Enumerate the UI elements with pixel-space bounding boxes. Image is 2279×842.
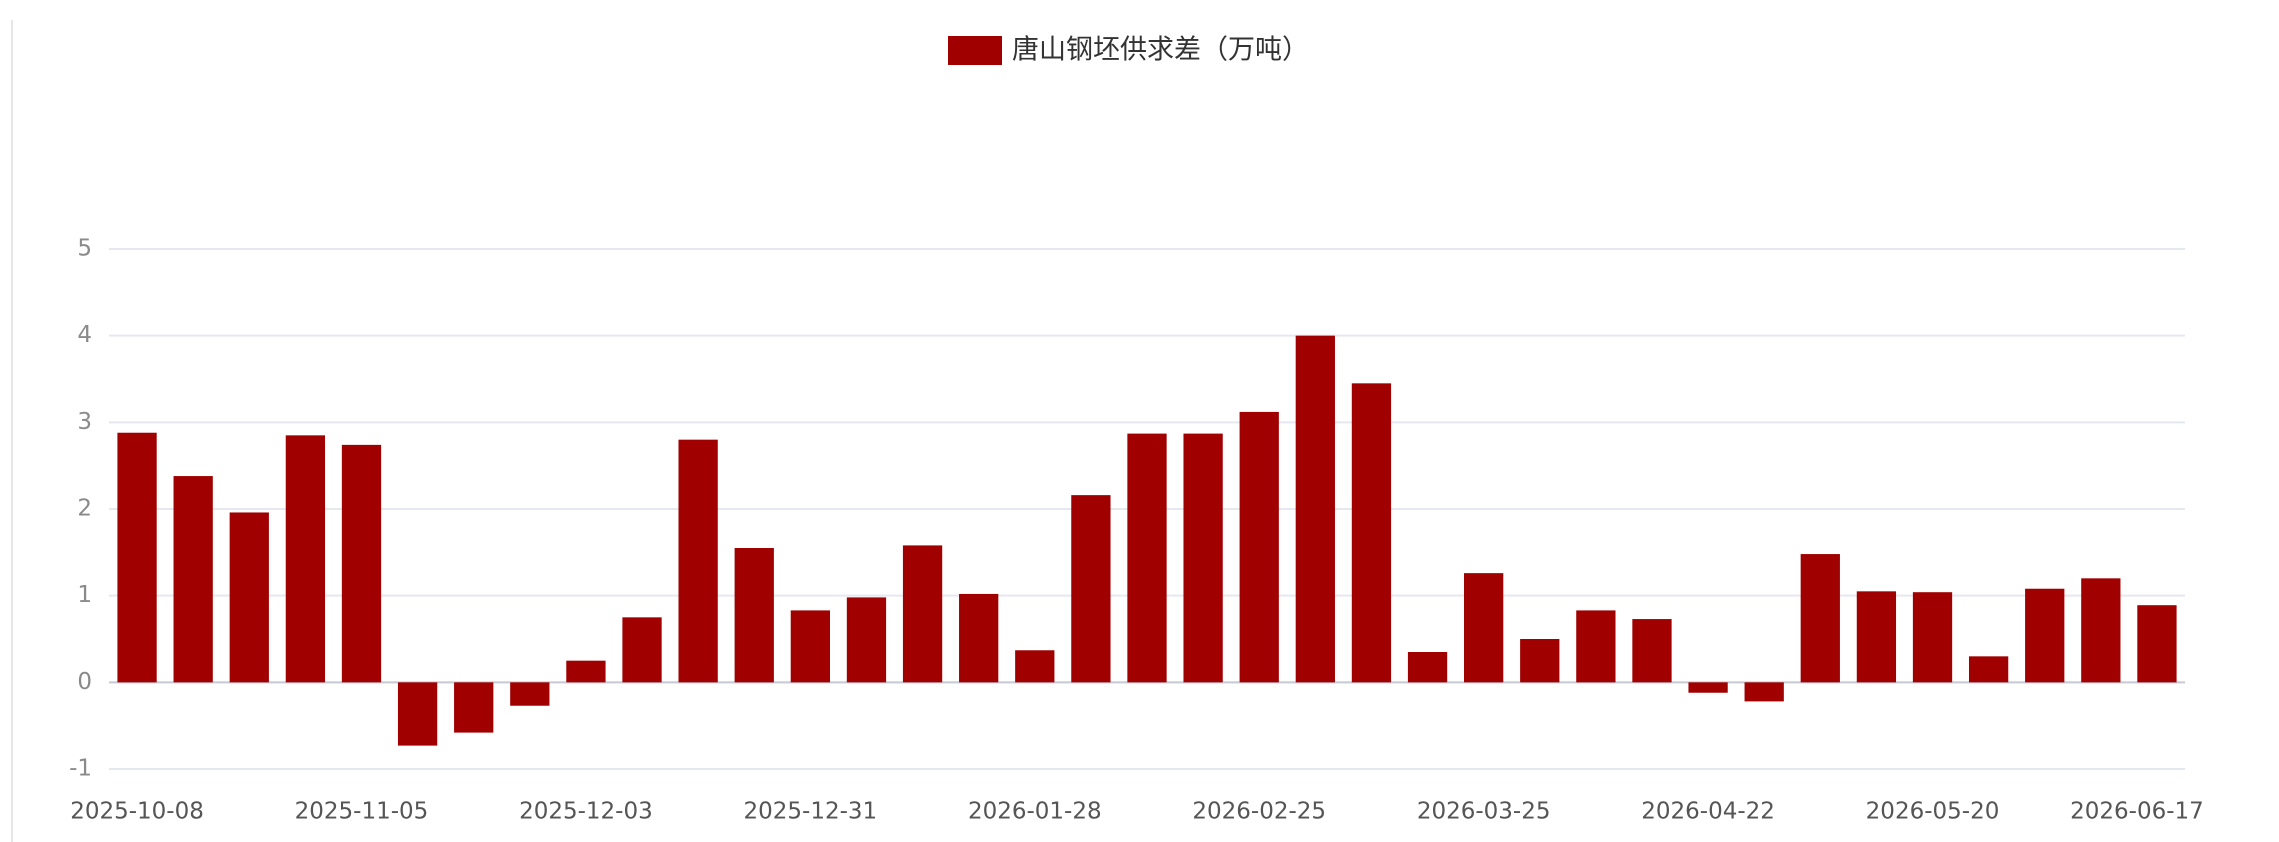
bar <box>229 512 269 683</box>
bar <box>1071 495 1111 683</box>
bar <box>1520 639 1560 683</box>
y-tick-label: 3 <box>77 409 92 435</box>
x-tick-label: 2026-05-20 <box>1866 799 2000 825</box>
bar <box>2137 605 2177 683</box>
bar <box>1464 573 1504 683</box>
bar <box>1856 591 1897 683</box>
legend-swatch <box>948 36 1002 65</box>
bar <box>1407 652 1448 683</box>
bar <box>1576 610 1616 683</box>
bar <box>510 682 550 706</box>
bar <box>173 476 213 683</box>
x-tick-label: 2025-10-08 <box>70 799 204 825</box>
bar <box>959 593 999 683</box>
bar <box>1968 656 2009 683</box>
bar <box>454 682 494 733</box>
bar <box>678 439 718 683</box>
y-tick-label: -1 <box>69 756 92 782</box>
bar <box>1744 682 1784 702</box>
bar <box>285 435 326 683</box>
bar <box>622 617 662 683</box>
y-tick-label: 4 <box>77 322 92 348</box>
bar <box>341 444 382 683</box>
bar <box>1632 619 1672 683</box>
bar <box>566 660 606 683</box>
bar <box>902 545 943 683</box>
bar <box>1239 411 1279 683</box>
x-tick-label: 2026-01-28 <box>968 799 1102 825</box>
bar <box>790 610 830 683</box>
bar <box>1015 650 1055 683</box>
bar <box>846 597 887 683</box>
bar <box>2081 578 2121 683</box>
x-tick-label: 2026-02-25 <box>1192 799 1326 825</box>
x-tick-label: 2025-12-31 <box>744 799 878 825</box>
bar <box>1183 433 1223 683</box>
bar <box>1127 433 1167 683</box>
x-tick-label: 2025-12-03 <box>519 799 653 825</box>
bar <box>1688 682 1728 693</box>
bar <box>1800 554 1840 683</box>
y-tick-label: 5 <box>77 236 92 262</box>
y-tick-label: 2 <box>77 496 92 522</box>
bar <box>2025 588 2065 683</box>
y-tick-label: 0 <box>77 669 92 695</box>
bar <box>1295 335 1335 683</box>
bar <box>117 432 157 683</box>
x-tick-label: 2026-04-22 <box>1641 799 1775 825</box>
x-tick-label: 2025-11-05 <box>295 799 429 825</box>
bar <box>1912 592 1953 683</box>
legend-label: 唐山钢坯供求差（万吨） <box>1012 35 1309 66</box>
bar <box>1351 383 1392 683</box>
bar <box>397 682 438 746</box>
x-tick-label: 2026-03-25 <box>1417 799 1551 825</box>
bar <box>734 548 774 683</box>
x-tick-label: 2026-06-17 <box>2070 799 2204 825</box>
y-tick-label: 1 <box>77 582 92 608</box>
